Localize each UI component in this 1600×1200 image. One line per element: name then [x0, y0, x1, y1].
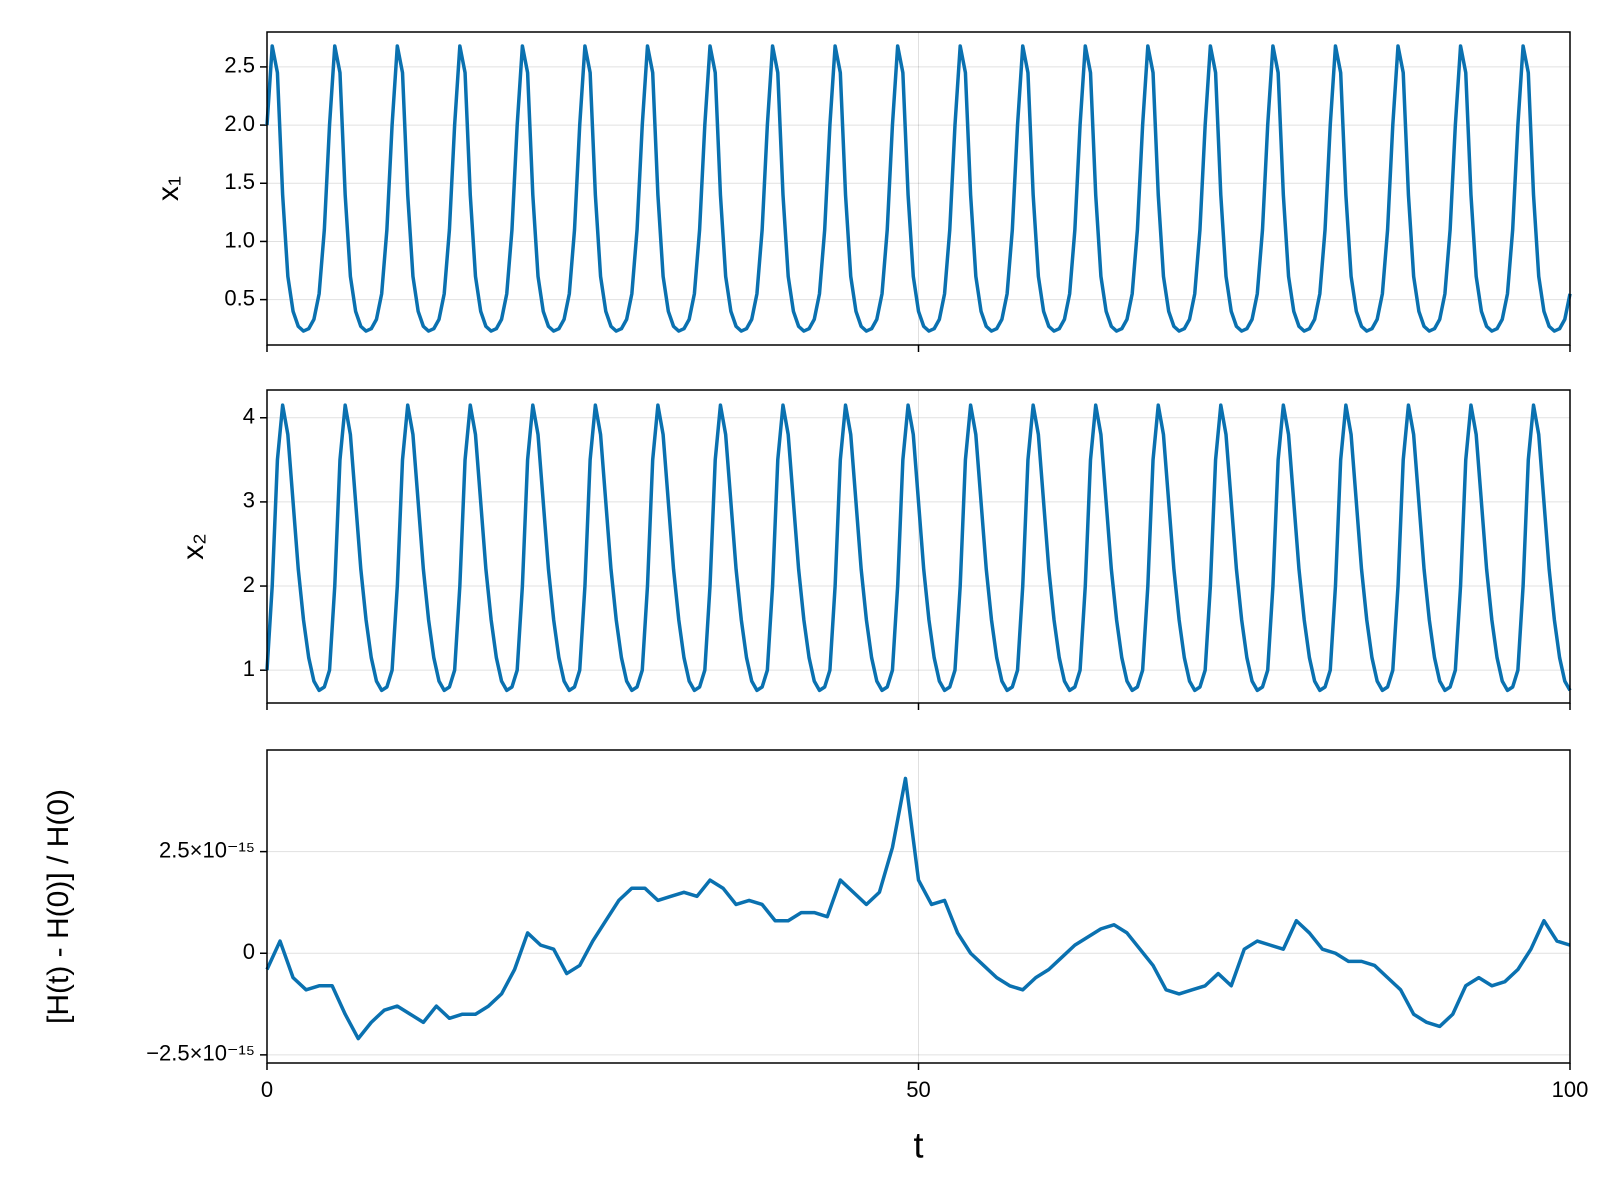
x-tick-label: 50 [906, 1077, 930, 1102]
y-tick-label: 3 [243, 488, 255, 513]
y-tick-label: 0 [243, 939, 255, 964]
x-tick-label: 0 [261, 1077, 273, 1102]
y-tick-label: 1 [243, 656, 255, 681]
y-tick-label: 0.5 [224, 285, 255, 310]
data-line [265, 403, 1572, 693]
y-tick-label: 2.5×10⁻¹⁵ [159, 837, 255, 862]
y-tick-label: 2.5 [224, 53, 255, 78]
y-tick-label: 2 [243, 572, 255, 597]
y-tick-label: −2.5×10⁻¹⁵ [146, 1041, 255, 1066]
plot-frame [266, 31, 1571, 346]
plot-frame [266, 749, 1571, 1064]
y-tick-label: 1.5 [224, 169, 255, 194]
y-tick-label: 2.0 [224, 111, 255, 136]
y-tick-label: 1.0 [224, 227, 255, 252]
x-tick-label: 100 [1552, 1077, 1589, 1102]
plot-frame [266, 389, 1571, 704]
y-axis-label: x₁ [152, 176, 185, 201]
y-tick-label: 4 [243, 404, 255, 429]
y-axis-label: [H(t) - H(0)] / H(0) [42, 789, 75, 1024]
y-axis-label: x₂ [177, 533, 210, 560]
data-line [265, 44, 1572, 333]
x-axis-label: t [913, 1125, 923, 1166]
data-line [265, 776, 1571, 1041]
